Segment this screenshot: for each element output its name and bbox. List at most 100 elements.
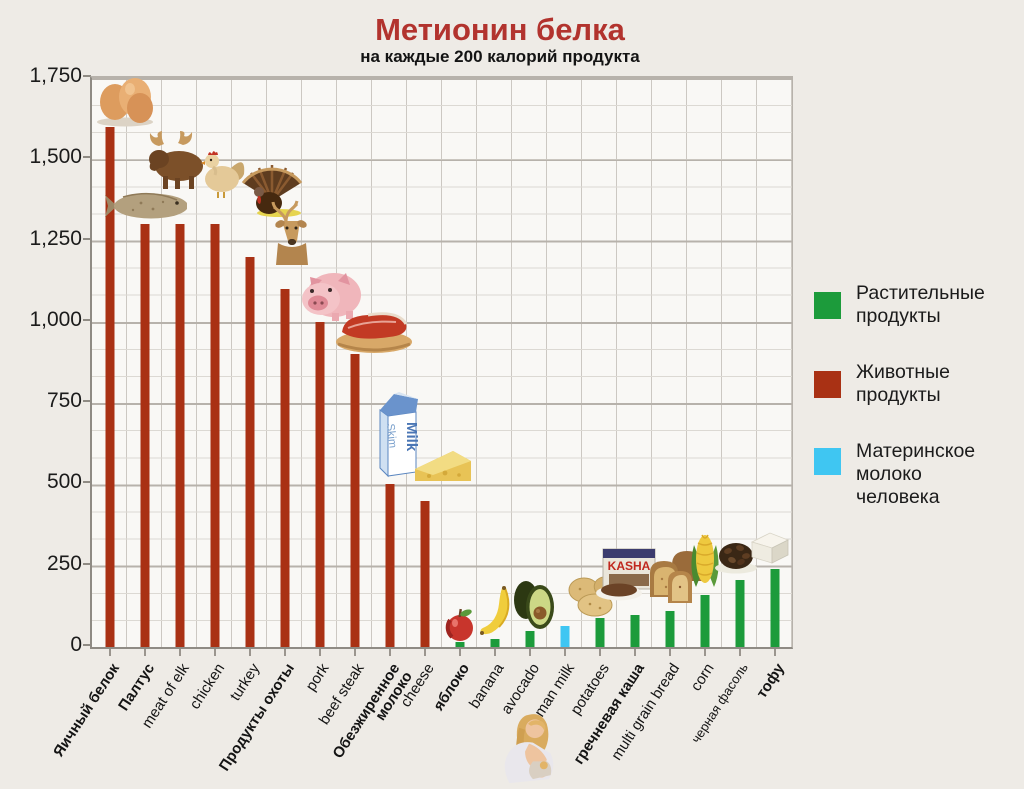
y-tick-label: 500 [46, 470, 82, 493]
y-tick-mark [83, 319, 91, 321]
column-skim-milk: Milk Skim Обезжиренное молоко [329, 78, 419, 762]
bar [105, 126, 114, 647]
column-corn: corn [687, 78, 722, 694]
column-potatoes: potatoes [567, 78, 622, 718]
x-tick-mark [703, 649, 706, 656]
y-tick-mark [83, 563, 91, 565]
x-tick-mark [318, 649, 321, 656]
column-banana: banana [466, 78, 514, 712]
legend-swatch-animal [814, 371, 841, 398]
legend-item-plant: Растительные продукты [814, 282, 1020, 328]
y-tick-mark [83, 75, 91, 77]
bar [210, 224, 219, 647]
y-tick-label: 250 [46, 552, 82, 575]
bar [490, 638, 499, 647]
x-tick-mark [143, 649, 146, 656]
column-cheese: cheese [397, 78, 471, 710]
column-tofu: тофу [750, 78, 792, 701]
y-tick-label: 1,250 [29, 227, 82, 250]
bar [735, 580, 744, 647]
y-tick-mark [83, 644, 91, 646]
x-tick-mark [738, 649, 741, 656]
bar [420, 500, 429, 647]
y-tick-label: 750 [46, 389, 82, 412]
bar [665, 611, 674, 647]
y-tick-mark [83, 156, 91, 158]
mother-breastfeeding-image [495, 710, 563, 789]
chart-title: Метионин белка [375, 12, 625, 47]
x-tick-mark [668, 649, 671, 656]
x-tick-mark [388, 649, 391, 656]
column-egg-white: Яичный белок [50, 77, 153, 760]
bar [455, 642, 464, 647]
legend: Растительные продукты Животные продукты … [814, 282, 1020, 542]
column-chicken: chicken [186, 78, 244, 712]
legend-label-human-milk: Материнское молоко человека [856, 440, 976, 508]
column-elk: meat of elk [139, 78, 203, 731]
bar [560, 625, 569, 647]
legend-label-animal: Животные продукты [856, 361, 951, 406]
y-tick-label: 1,000 [29, 308, 82, 331]
corn-image [688, 533, 722, 591]
legend-item-animal: Животные продукты [814, 361, 1020, 407]
legend-swatch-human-milk [814, 448, 841, 475]
x-label: тофу [753, 660, 788, 702]
x-tick-mark [563, 649, 566, 656]
y-tick-mark [83, 400, 91, 402]
column-multigrain-bread: multi grain bread [608, 78, 702, 763]
x-tick-mark [493, 649, 496, 656]
bar [770, 568, 779, 647]
column-turkey: turkey [226, 78, 302, 704]
banana-image [476, 585, 514, 639]
bar [140, 224, 149, 647]
y-tick-mark [83, 238, 91, 240]
milk-side-text: Skim [384, 423, 398, 449]
bar [700, 594, 709, 647]
x-label: corn [687, 660, 718, 695]
chart-subtitle: на каждые 200 калорий продукта [360, 47, 640, 66]
bar [350, 354, 359, 647]
column-black-beans: черная фасоль [688, 78, 757, 746]
x-label: pork [302, 660, 333, 695]
x-tick-mark [283, 649, 286, 656]
x-tick-mark [528, 649, 531, 656]
x-tick-mark [423, 649, 426, 656]
bar [245, 256, 254, 647]
y-tick-label: 0 [70, 633, 82, 656]
x-tick-mark [353, 649, 356, 656]
x-tick-mark [458, 649, 461, 656]
legend-swatch-plant [814, 292, 841, 319]
bar [595, 617, 604, 647]
y-tick-mark [83, 481, 91, 483]
apple-image [444, 606, 476, 642]
x-label: Обезжиренное молоко [329, 660, 416, 762]
y-tick-label: 1,750 [29, 64, 82, 87]
bar [525, 630, 534, 647]
x-tick-mark [633, 649, 636, 656]
x-label: turkey [226, 660, 263, 704]
column-apple: яблоко [430, 78, 477, 714]
legend-item-human-milk: Материнское молоко человека [814, 440, 1020, 509]
plot-area: Яичный белок Палтус meat of elk [50, 76, 793, 774]
y-tick-label: 1,500 [29, 145, 82, 168]
legend-label-plant: Растительные продукты [856, 282, 985, 327]
column-halibut: Палтус [104, 78, 187, 714]
x-tick-mark [213, 649, 216, 656]
x-tick-mark [178, 649, 181, 656]
x-tick-mark [598, 649, 601, 656]
column-pork: pork [301, 78, 361, 694]
column-buckwheat: KASHA гречневая каша [570, 78, 655, 767]
y-axis: 1,750 1,500 1,250 1,000 750 500 250 0 [0, 0, 82, 789]
column-avocado: avocado [498, 78, 554, 717]
bar-columns: Яичный белок Палтус meat of elk [50, 77, 792, 774]
bar [385, 484, 394, 647]
x-tick-mark [108, 649, 111, 656]
x-tick-mark [773, 649, 776, 656]
column-beef-steak: beef steak [316, 78, 412, 728]
x-label: chicken [185, 660, 228, 713]
x-tick-mark [248, 649, 251, 656]
column-game-meat: Продукты охоты [216, 78, 308, 774]
bar [280, 289, 289, 647]
bar [315, 321, 324, 647]
column-human-milk: human milk [522, 78, 582, 734]
